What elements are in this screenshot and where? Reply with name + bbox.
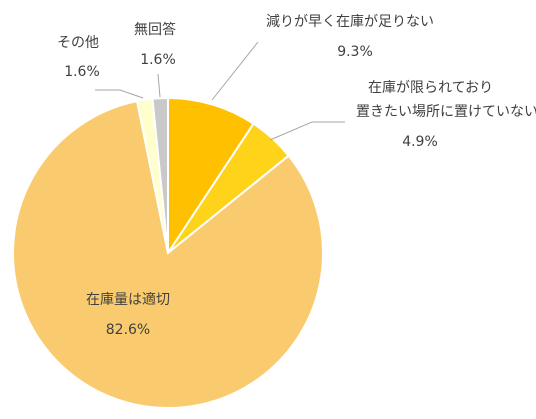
value-label: 1.6%: [140, 52, 176, 68]
category-label: 在庫が限られており置きたい場所に置けていない: [356, 79, 536, 120]
category-label: 減りが早く在庫が足りない: [266, 13, 434, 30]
pie-slice: [151, 96, 169, 254]
value-label: 4.9%: [402, 134, 438, 150]
leader-lines: [95, 41, 345, 141]
pie-slice: [12, 99, 324, 409]
value-label: 9.3%: [337, 44, 373, 60]
category-label: 在庫量は適切: [86, 291, 170, 308]
category-label: 無回答: [134, 21, 176, 38]
category-label: その他: [57, 35, 99, 51]
leader-line: [95, 89, 144, 99]
leader-line: [157, 73, 161, 98]
value-label: 1.6%: [64, 64, 100, 80]
value-label: 82.6%: [106, 322, 150, 338]
pie-slice: [167, 96, 255, 257]
leader-line: [269, 121, 345, 141]
leader-line: [211, 41, 259, 101]
